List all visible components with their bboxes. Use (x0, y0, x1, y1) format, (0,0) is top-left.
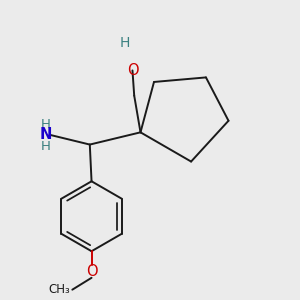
Text: H: H (41, 140, 51, 153)
Text: O: O (127, 63, 138, 78)
Text: H: H (41, 118, 51, 131)
Text: N: N (40, 127, 52, 142)
Text: O: O (86, 264, 98, 279)
Text: H: H (120, 36, 130, 50)
Text: CH₃: CH₃ (49, 283, 70, 296)
